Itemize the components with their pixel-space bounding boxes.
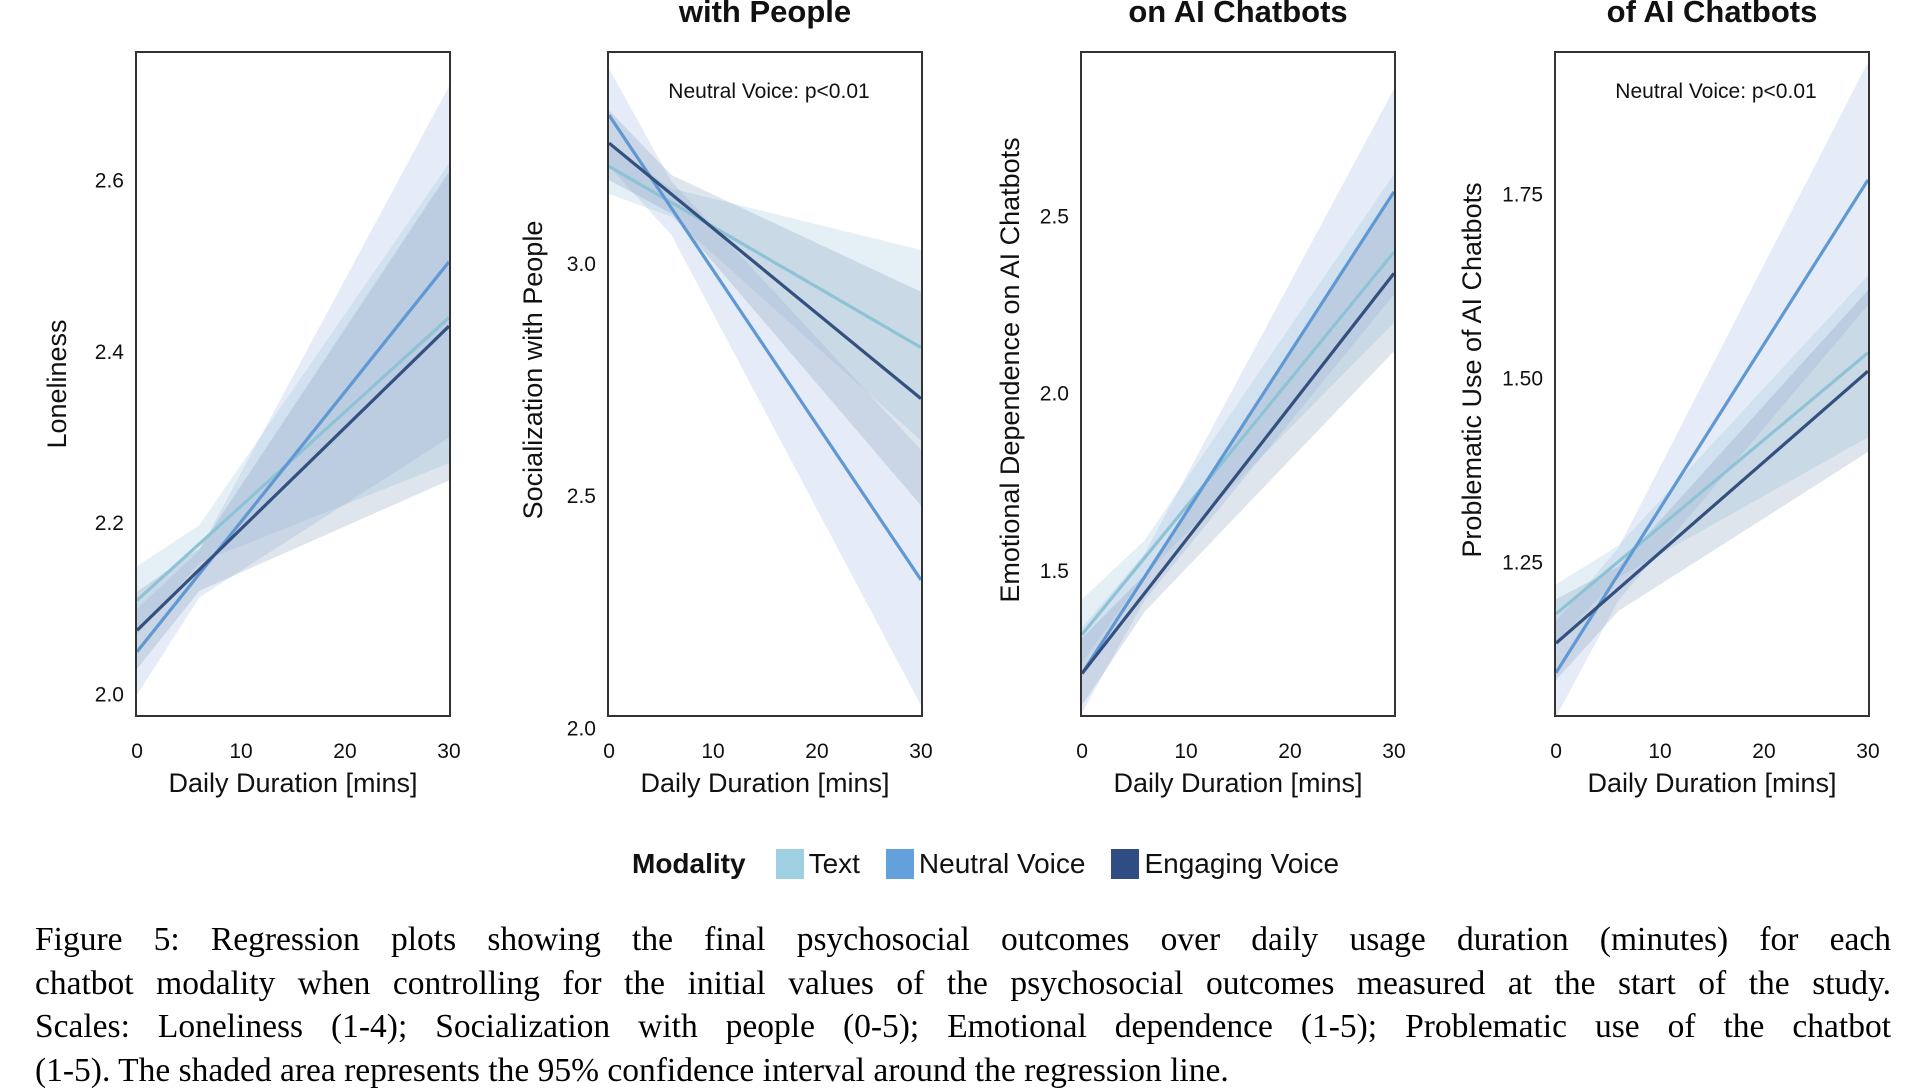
legend-label-engaging-voice: Engaging Voice (1144, 848, 1339, 880)
y-tick-label: 2.0 (567, 718, 596, 741)
y-tick-label: 1.5 (1040, 560, 1069, 583)
x-tick-label: 0 (1076, 740, 1088, 763)
legend-swatch-engaging-voice (1111, 849, 1139, 879)
panel-2: with People Neutral Voice: p<0.01 0 10 20 30 2… (518, 0, 933, 798)
caption-line: Scales: Loneliness (1-4); Socialization … (35, 1005, 1891, 1049)
panel-title: of AI Chatbots (1607, 0, 1818, 29)
y-axis-label: Socialization with People (518, 221, 548, 520)
panel-title: Loneliness (212, 0, 374, 1)
caption-line: (1-5). The shaded area represents the 95… (35, 1049, 1891, 1092)
legend-swatch-text (776, 849, 804, 879)
x-tick-label: 0 (603, 740, 615, 763)
panel-title: with People (678, 0, 851, 29)
significance-annotation: Neutral Voice: p<0.01 (668, 80, 869, 103)
x-tick-label: 30 (1382, 740, 1405, 763)
panel-3: on AI Chatbots 0 10 20 30 1.5 2.0 2.5 Daily Dura… (995, 0, 1406, 798)
regression-line-engaging-voice (1082, 273, 1394, 673)
plot-area (1556, 62, 1868, 716)
panel-title: on AI Chatbots (1128, 0, 1347, 29)
x-axis-label: Daily Duration [mins] (1113, 768, 1362, 798)
legend-item-text: Text (776, 848, 860, 880)
plot-area (1082, 89, 1394, 712)
x-tick-label: 10 (1648, 740, 1671, 763)
x-tick-label: 30 (437, 740, 460, 763)
caption-line: chatbot modality when controlling for th… (35, 962, 1891, 1006)
x-tick-label: 20 (1278, 740, 1301, 763)
y-axis-label: Emotional Dependence on AI Chatbots (995, 137, 1025, 602)
legend-title: Modality (632, 848, 746, 880)
y-axis-label: Loneliness (42, 319, 72, 448)
legend-label-text: Text (809, 848, 860, 880)
regression-line-text (1082, 252, 1394, 634)
plot-area (609, 69, 921, 706)
y-tick-label: 2.4 (95, 341, 125, 364)
x-tick-label: 20 (333, 740, 356, 763)
legend-item-engaging-voice: Engaging Voice (1111, 848, 1339, 880)
panel-1: Loneliness 0 10 20 30 2.0 2.2 2.4 2.6 Daily Durat… (42, 0, 461, 798)
y-tick-label: 2.2 (95, 512, 124, 535)
figure-panels: Loneliness 0 10 20 30 2.0 2.2 2.4 2.6 Daily Durat… (0, 0, 1920, 800)
figure-caption: Figure 5: Regression plots showing the f… (35, 918, 1891, 1092)
x-tick-label: 0 (131, 740, 143, 763)
x-tick-label: 10 (1174, 740, 1197, 763)
x-axis-label: Daily Duration [mins] (168, 768, 417, 798)
x-axis-label: Daily Duration [mins] (1587, 768, 1836, 798)
plot-area (137, 86, 449, 694)
x-tick-label: 30 (1856, 740, 1879, 763)
y-tick-label: 1.25 (1502, 551, 1543, 574)
x-tick-label: 0 (1550, 740, 1562, 763)
y-tick-label: 2.5 (567, 485, 596, 508)
y-tick-label: 2.6 (95, 170, 124, 193)
y-tick-label: 1.75 (1502, 184, 1543, 207)
y-tick-label: 3.0 (567, 253, 596, 276)
y-tick-label: 2.0 (1040, 383, 1069, 406)
legend: Modality Text Neutral Voice Engaging Voi… (632, 848, 1365, 880)
y-axis-label: Problematic Use of AI Chatbots (1457, 182, 1487, 557)
legend-swatch-neutral-voice (886, 849, 914, 879)
ci-band-engaging-voice (1082, 195, 1394, 705)
legend-item-neutral-voice: Neutral Voice (886, 848, 1086, 880)
y-tick-label: 2.0 (95, 684, 124, 707)
y-tick-label: 2.5 (1040, 206, 1069, 229)
x-axis-label: Daily Duration [mins] (640, 768, 889, 798)
y-tick-label: 1.50 (1502, 367, 1543, 390)
ci-band-engaging-voice (609, 111, 921, 506)
x-tick-label: 30 (909, 740, 932, 763)
significance-annotation: Neutral Voice: p<0.01 (1615, 80, 1816, 103)
x-tick-label: 10 (701, 740, 724, 763)
panel-4: of AI Chatbots Neutral Voice: p<0.01 0 10 20… (1457, 0, 1880, 798)
legend-label-neutral-voice: Neutral Voice (919, 848, 1086, 880)
caption-line: Figure 5: Regression plots showing the f… (35, 918, 1891, 962)
regression-line-neutral-voice (1082, 192, 1394, 674)
x-tick-label: 20 (805, 740, 828, 763)
x-tick-label: 20 (1752, 740, 1775, 763)
x-tick-label: 10 (229, 740, 252, 763)
